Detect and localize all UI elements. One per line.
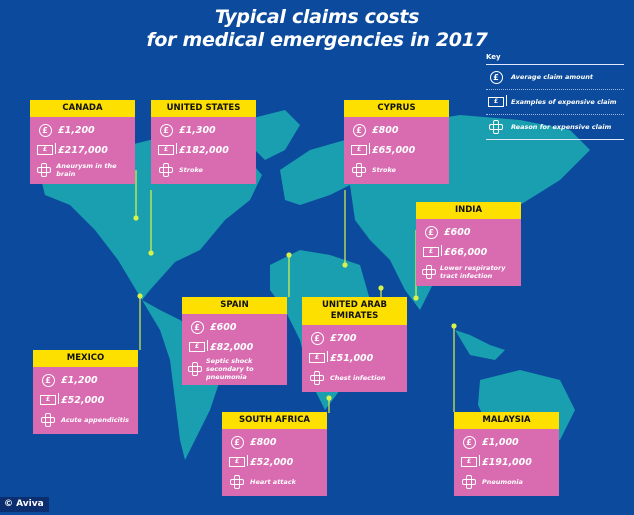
key-label: Examples of expensive claim (511, 98, 617, 106)
key-heading: Key (486, 53, 624, 65)
key-label: Reason for expensive claim (511, 123, 612, 131)
banknote-icon: £ (37, 143, 56, 155)
country-name: INDIA (416, 202, 521, 219)
claim-reason: Pneumonia (482, 478, 523, 486)
claim-reason: Heart attack (250, 478, 296, 486)
claim-reason: Lower respiratory tract infection (440, 264, 506, 280)
banknote-icon: £ (309, 351, 328, 363)
pound-coin-icon: £ (310, 331, 324, 345)
title-line-2: for medical emergencies in 2017 (146, 29, 488, 51)
average-claim: £800 (250, 436, 277, 448)
average-claim: £1,000 (482, 436, 519, 448)
expensive-claim: £182,000 (179, 144, 229, 156)
average-claim: £700 (330, 332, 357, 344)
banknote-icon: £ (40, 393, 59, 405)
key-item-reason: Reason for expensive claim (486, 115, 624, 140)
pound-coin-icon: £ (424, 225, 438, 239)
legend-key: Key £ Average claim amount £ Examples of… (486, 53, 624, 140)
average-claim: £1,200 (61, 374, 98, 386)
country-card-mexico: MEXICO £ £1,200 £ £52,000 Acute appendicit… (33, 350, 138, 434)
medical-cross-icon (41, 413, 55, 427)
expensive-claim: £52,000 (61, 394, 105, 406)
country-name: MALAYSIA (454, 412, 559, 429)
country-card-canada: CANADA £ £1,200 £ £217,000 Aneurysm in the… (30, 100, 135, 184)
expensive-claim: £82,000 (210, 341, 254, 353)
pound-coin-icon: £ (38, 123, 52, 137)
pound-coin-icon: £ (41, 373, 55, 387)
pound-coin-icon: £ (489, 70, 503, 84)
average-claim: £800 (372, 124, 399, 136)
average-claim: £1,200 (58, 124, 95, 136)
pound-coin-icon: £ (159, 123, 173, 137)
image-credit: © Aviva (0, 497, 49, 512)
title-line-1: Typical claims costs (214, 6, 420, 28)
country-name: SPAIN (182, 297, 287, 314)
key-item-average: £ Average claim amount (486, 65, 624, 90)
claim-reason: Aneurysm in the brain (56, 162, 117, 178)
claim-reason: Stroke (179, 166, 203, 174)
average-claim: £600 (210, 321, 237, 333)
country-card-cyprus: CYPRUS £ £800 £ £65,000 Stroke (344, 100, 449, 184)
banknote-icon: £ (423, 245, 442, 257)
banknote-icon: £ (189, 340, 208, 352)
key-label: Average claim amount (511, 73, 593, 81)
medical-cross-icon (37, 163, 52, 177)
expensive-claim: £51,000 (330, 352, 374, 364)
medical-cross-icon (462, 475, 476, 489)
key-item-expensive: £ Examples of expensive claim (486, 90, 624, 115)
claim-reason: Acute appendicitis (61, 416, 129, 424)
expensive-claim: £66,000 (444, 246, 488, 258)
country-name: SOUTH AFRICA (222, 412, 327, 429)
banknote-icon: £ (461, 455, 480, 467)
pound-coin-icon: £ (462, 435, 476, 449)
medical-cross-icon (310, 371, 324, 385)
medical-cross-icon (159, 163, 173, 177)
medical-cross-icon (489, 120, 503, 134)
country-name: CYPRUS (344, 100, 449, 117)
pound-coin-icon: £ (352, 123, 366, 137)
claim-reason: Stroke (372, 166, 396, 174)
country-card-south-africa: SOUTH AFRICA £ £800 £ £52,000 Heart attack (222, 412, 327, 496)
country-name: UNITED STATES (151, 100, 256, 117)
banknote-icon: £ (488, 95, 507, 107)
medical-cross-icon (352, 163, 366, 177)
medical-cross-icon (422, 265, 436, 279)
banknote-icon: £ (229, 455, 248, 467)
country-card-united-arab-emirates: UNITED ARAB EMIRATES £ £700 £ £51,000 Ches… (302, 297, 407, 392)
banknote-icon: £ (351, 143, 370, 155)
country-card-malaysia: MALAYSIA £ £1,000 £ £191,000 Pneumonia (454, 412, 559, 496)
average-claim: £1,300 (179, 124, 216, 136)
expensive-claim: £65,000 (372, 144, 416, 156)
country-card-india: INDIA £ £600 £ £66,000 Lower respiratory t… (416, 202, 521, 286)
claim-reason: Septic shock secondary to pneumonia (206, 357, 254, 381)
claim-reason: Chest infection (330, 374, 386, 382)
country-name: MEXICO (33, 350, 138, 367)
country-name: CANADA (30, 100, 135, 117)
average-claim: £600 (444, 226, 471, 238)
expensive-claim: £217,000 (58, 144, 108, 156)
pound-coin-icon: £ (230, 435, 244, 449)
country-card-spain: SPAIN £ £600 £ £82,000 Septic shock second… (182, 297, 287, 385)
country-name: UNITED ARAB EMIRATES (302, 297, 407, 325)
country-card-united-states: UNITED STATES £ £1,300 £ £182,000 Stroke (151, 100, 256, 184)
expensive-claim: £191,000 (482, 456, 532, 468)
expensive-claim: £52,000 (250, 456, 294, 468)
page-title: Typical claims costs for medical emergen… (0, 6, 634, 52)
medical-cross-icon (188, 362, 202, 376)
pound-coin-icon: £ (190, 320, 204, 334)
medical-cross-icon (230, 475, 244, 489)
banknote-icon: £ (158, 143, 177, 155)
